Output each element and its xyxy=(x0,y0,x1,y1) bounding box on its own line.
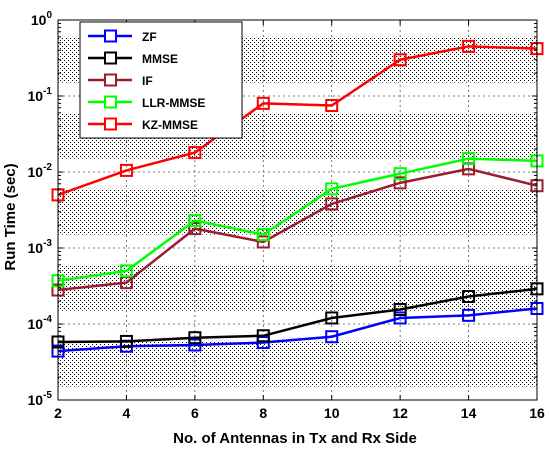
data-point xyxy=(462,152,476,166)
series-line xyxy=(57,287,538,344)
series-line xyxy=(57,157,538,283)
x-tick-label: 4 xyxy=(123,405,131,421)
data-point xyxy=(119,163,133,177)
x-tick-label: 14 xyxy=(461,405,477,421)
data-point xyxy=(325,330,339,344)
data-point xyxy=(325,197,339,211)
data-point xyxy=(188,338,202,352)
data-point xyxy=(462,290,476,304)
series-if xyxy=(51,162,544,297)
data-point xyxy=(188,222,202,236)
data-point xyxy=(256,228,270,242)
y-tick-label: 10-5 xyxy=(28,390,53,408)
legend-item-llr-mmse: LLR-MMSE xyxy=(88,95,205,110)
legend-label: LLR-MMSE xyxy=(142,96,205,110)
data-point xyxy=(393,167,407,181)
legend-item-mmse: MMSE xyxy=(88,51,178,66)
x-tick-label: 16 xyxy=(529,405,545,421)
x-axis-label: No. of Antennas in Tx and Rx Side xyxy=(173,430,417,447)
legend-label: MMSE xyxy=(142,52,178,66)
x-tick-label: 12 xyxy=(392,405,408,421)
data-point xyxy=(325,311,339,325)
data-point xyxy=(256,235,270,249)
x-tick-label: 10 xyxy=(324,405,340,421)
legend-label: ZF xyxy=(142,30,157,44)
legend-label: KZ-MMSE xyxy=(142,118,198,132)
data-point xyxy=(393,303,407,317)
legend-marker xyxy=(104,95,117,109)
legend-marker xyxy=(104,29,117,43)
grid-band xyxy=(58,340,537,387)
data-point xyxy=(119,264,133,278)
axes: 2 4 6 8 10 12 14 16 10-5 10-4 10-3 10-2 10-1 100 xyxy=(28,10,545,421)
data-point xyxy=(325,182,339,196)
data-point xyxy=(393,176,407,190)
legend-item-if: IF xyxy=(88,73,153,88)
data-point xyxy=(119,334,133,348)
data-point xyxy=(188,331,202,345)
data-point xyxy=(256,96,270,110)
data-point xyxy=(462,308,476,322)
data-point xyxy=(393,53,407,67)
legend-label: IF xyxy=(142,74,153,88)
data-point xyxy=(256,329,270,343)
data-point xyxy=(256,336,270,350)
legend-item-kz-mmse: KZ-MMSE xyxy=(88,117,198,132)
data-point xyxy=(325,98,339,112)
data-point xyxy=(188,146,202,160)
legend: ZF MMSE IF LLR-MMSE KZ-MMSE xyxy=(79,21,243,139)
data-point xyxy=(188,214,202,228)
axes-frame xyxy=(57,19,538,401)
y-axis-label: Run Time (sec) xyxy=(2,163,19,270)
x-tick-label: 6 xyxy=(191,405,199,421)
y-tick-label: 100 xyxy=(31,10,53,28)
y-tick-label: 10-2 xyxy=(28,162,53,180)
legend-marker xyxy=(104,117,117,131)
series-line xyxy=(57,167,538,292)
x-tick-label: 8 xyxy=(259,405,267,421)
series-kz-mmse xyxy=(51,39,544,202)
y-tick-label: 10-3 xyxy=(28,238,53,256)
data-point xyxy=(393,311,407,325)
x-tick-label: 2 xyxy=(54,405,62,421)
series-line xyxy=(57,45,538,197)
series-mmse xyxy=(51,282,544,349)
series-line xyxy=(57,307,538,353)
legend-item-zf: ZF xyxy=(88,29,157,44)
legend-marker xyxy=(104,51,117,65)
legend-marker xyxy=(104,73,117,87)
data-point xyxy=(462,39,476,53)
y-tick-label: 10-4 xyxy=(28,314,53,332)
y-tick-label: 10-1 xyxy=(28,86,53,104)
